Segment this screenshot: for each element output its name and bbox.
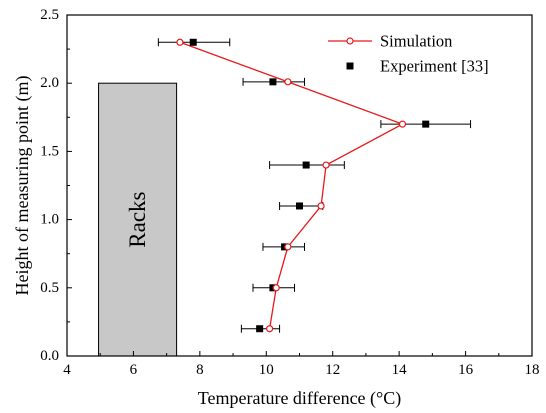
simulation-point	[284, 78, 292, 86]
x-tick-label: 10	[259, 362, 274, 378]
legend: Simulation Experiment [33]	[328, 32, 489, 76]
plot-series	[157, 38, 472, 333]
simulation-point	[284, 243, 292, 251]
experiment-point	[189, 38, 197, 46]
x-tick-label: 8	[196, 362, 204, 378]
x-tick-label: 4	[63, 362, 71, 378]
x-tick-label: 14	[392, 362, 408, 378]
y-tick-label: 2.0	[40, 75, 59, 91]
y-tick-label: 1.0	[40, 212, 59, 228]
simulation-point	[272, 284, 280, 292]
y-tick-label: 2.5	[40, 7, 59, 23]
x-tick-label: 6	[130, 362, 138, 378]
y-tick-label: 0.5	[40, 280, 59, 296]
y-axis-label: Height of measuring point (m)	[12, 76, 33, 296]
legend-simulation-label: Simulation	[380, 32, 452, 51]
simulation-point	[317, 202, 325, 210]
x-tick-label: 16	[458, 362, 474, 378]
legend-simulation-marker	[346, 37, 354, 45]
simulation-point	[176, 38, 184, 46]
y-tick-label: 1.5	[40, 143, 59, 159]
y-tick-label: 0.0	[40, 348, 59, 364]
simulation-point	[322, 161, 330, 169]
x-tick-label: 12	[325, 362, 340, 378]
axes: 4 6 8 10 12 14 16 18 0.0 0.5 1.0 1.5 2.0 2.5 Temperatu…	[12, 7, 540, 409]
x-tick-label: 18	[525, 362, 540, 378]
racks-rect	[98, 82, 178, 357]
racks-label: Racks	[125, 191, 150, 247]
experiment-point	[269, 78, 277, 86]
simulation-point	[398, 120, 407, 128]
simulation-line	[179, 41, 405, 329]
experiment-point	[296, 202, 303, 210]
racks-region: Racks	[98, 82, 178, 357]
experiment-point	[302, 161, 310, 169]
legend-experiment-marker	[346, 62, 354, 70]
experiment-point	[256, 325, 264, 333]
simulation-point	[266, 325, 274, 333]
legend-experiment-label: Experiment [33]	[380, 57, 489, 76]
x-axis-label: Temperature difference (°C)	[198, 388, 402, 409]
experiment-point	[422, 120, 430, 128]
